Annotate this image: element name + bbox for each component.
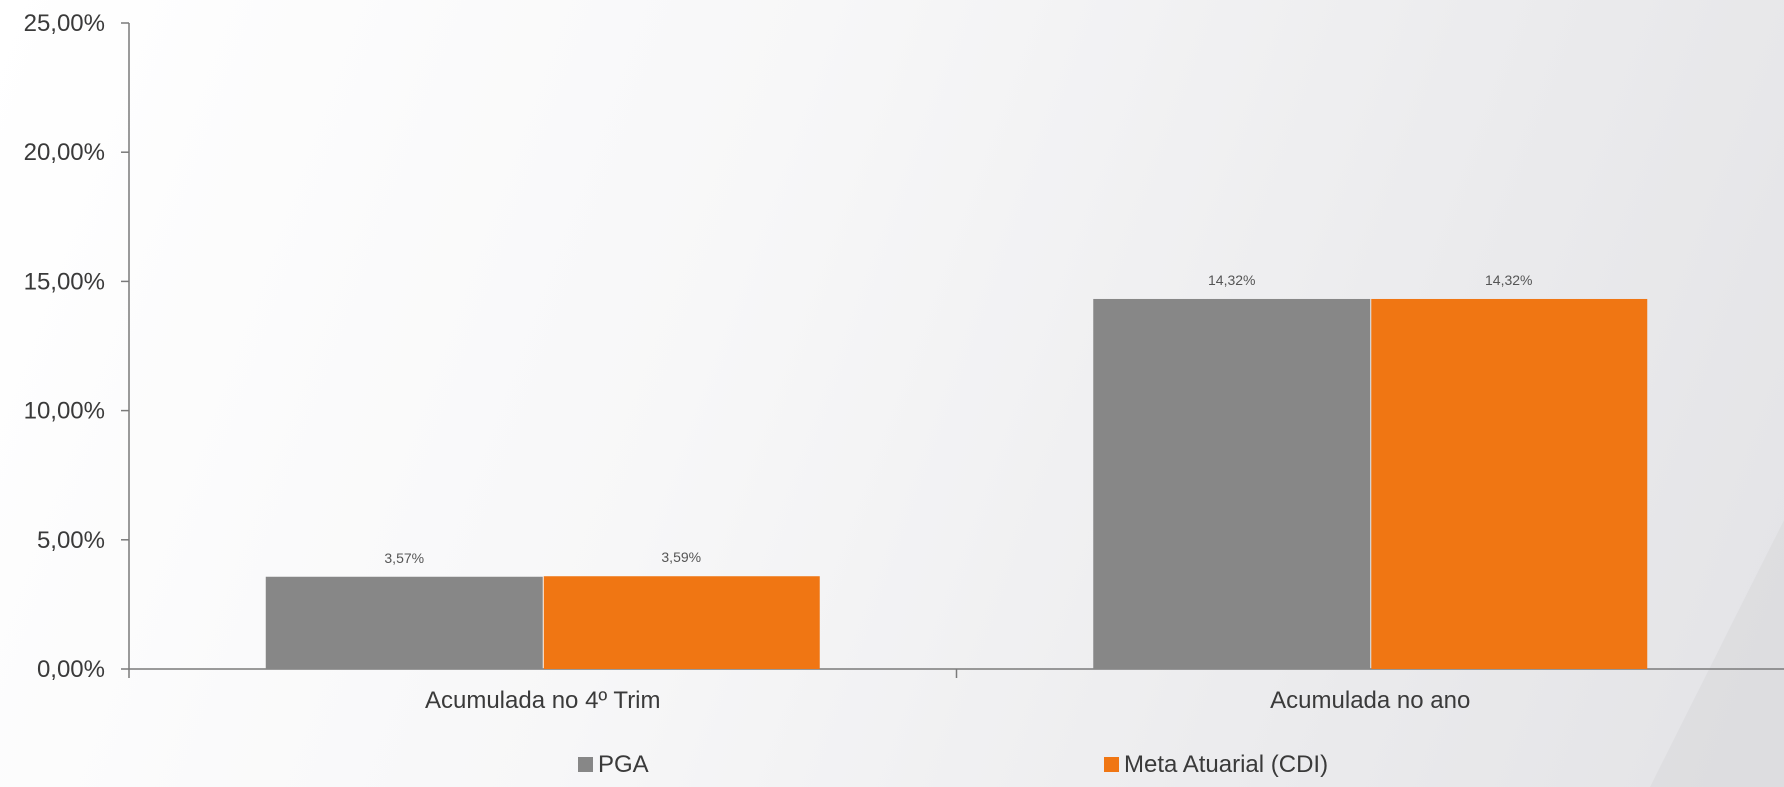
data-label: 14,32% — [1485, 272, 1532, 288]
data-label: 14,32% — [1208, 272, 1255, 288]
y-tick-label: 25,00% — [24, 10, 105, 37]
y-tick-label: 15,00% — [24, 268, 105, 295]
bar-meta-atuarial — [543, 576, 820, 669]
legend-label: Meta Atuarial (CDI) — [1124, 751, 1328, 778]
y-tick-label: 5,00% — [37, 527, 105, 554]
legend: PGA Meta Atuarial (CDI) — [578, 751, 1328, 778]
legend-swatch — [1104, 757, 1119, 772]
data-label: 3,59% — [661, 549, 701, 565]
category-label: Acumulada no 4º Trim — [425, 687, 661, 714]
labels: 3,57% 3,59% Acumulada no 4º Trim 14,32% 14,3… — [384, 272, 1532, 714]
data-label: 3,57% — [384, 550, 424, 566]
legend-swatch — [578, 757, 593, 772]
bars — [265, 298, 1648, 669]
y-tick-label: 0,00% — [37, 656, 105, 683]
y-tick-label: 20,00% — [24, 139, 105, 166]
background-swoosh — [1650, 520, 1784, 787]
category-label: Acumulada no ano — [1270, 687, 1470, 714]
legend-label: PGA — [598, 751, 649, 778]
bar-pga — [265, 576, 543, 669]
bar-meta-atuarial — [1371, 298, 1648, 669]
bar-pga — [1093, 298, 1371, 669]
y-tick-label: 10,00% — [24, 398, 105, 425]
